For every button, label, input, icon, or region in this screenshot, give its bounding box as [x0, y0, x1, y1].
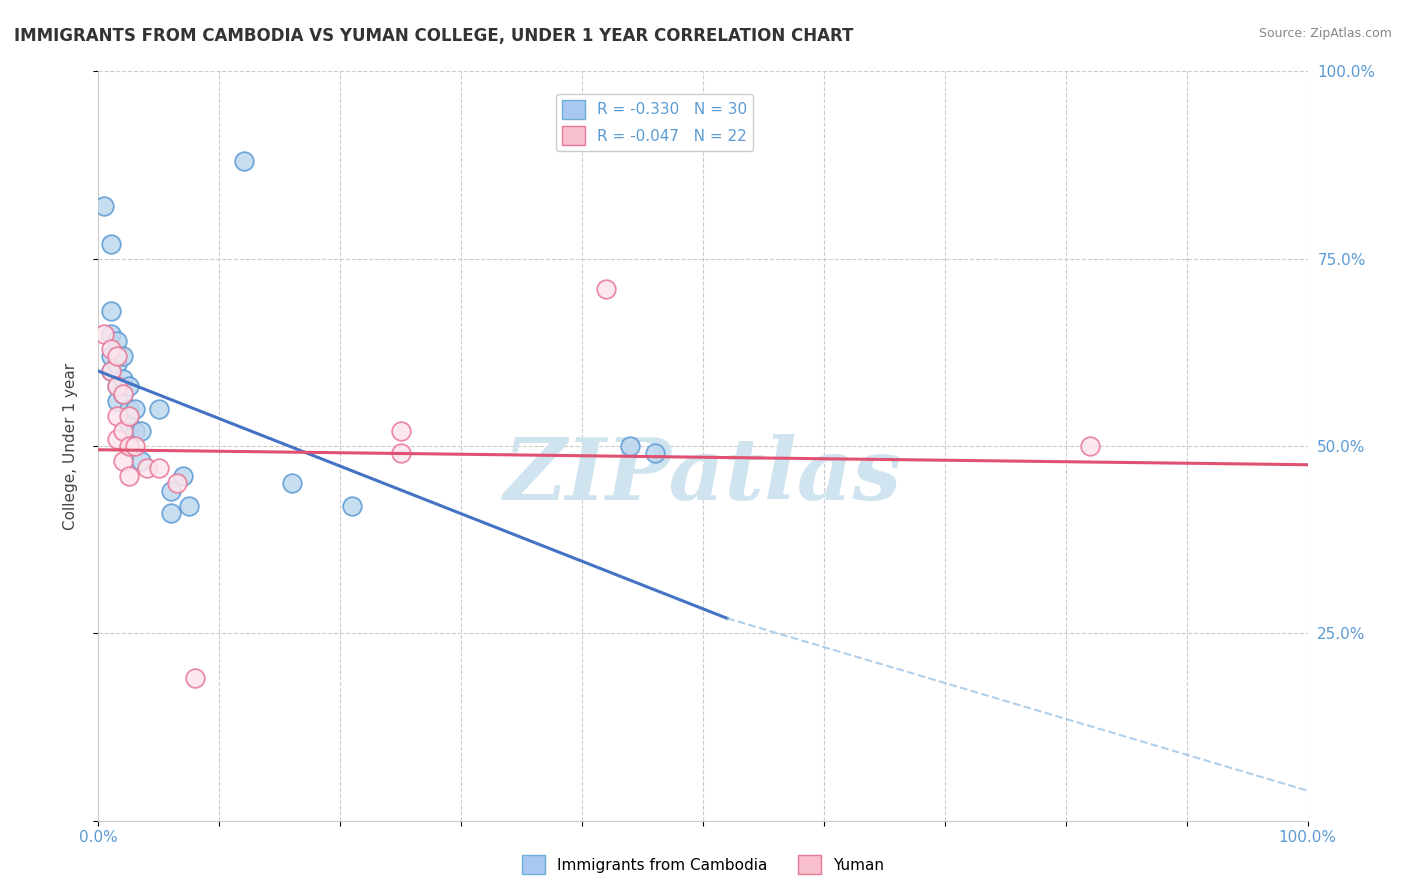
Point	[105, 334, 128, 348]
Point	[100, 326, 122, 341]
Point	[100, 349, 122, 363]
Point	[100, 342, 122, 356]
Point	[124, 401, 146, 416]
Point	[105, 379, 128, 393]
Point	[124, 424, 146, 438]
Point	[100, 304, 122, 318]
Point	[160, 483, 183, 498]
Point	[124, 439, 146, 453]
Point	[160, 507, 183, 521]
Point	[148, 461, 170, 475]
Point	[111, 349, 134, 363]
Point	[1078, 439, 1101, 453]
Legend: R = -0.330   N = 30, R = -0.047   N = 22: R = -0.330 N = 30, R = -0.047 N = 22	[555, 94, 754, 151]
Point	[118, 469, 141, 483]
Point	[118, 417, 141, 431]
Point	[129, 424, 152, 438]
Point	[111, 386, 134, 401]
Point	[105, 432, 128, 446]
Point	[342, 499, 364, 513]
Point	[93, 199, 115, 213]
Point	[118, 409, 141, 423]
Point	[105, 409, 128, 423]
Point	[93, 326, 115, 341]
Point	[111, 424, 134, 438]
Text: Source: ZipAtlas.com: Source: ZipAtlas.com	[1258, 27, 1392, 40]
Text: IMMIGRANTS FROM CAMBODIA VS YUMAN COLLEGE, UNDER 1 YEAR CORRELATION CHART: IMMIGRANTS FROM CAMBODIA VS YUMAN COLLEG…	[14, 27, 853, 45]
Point	[100, 236, 122, 251]
Point	[232, 154, 254, 169]
Point	[281, 476, 304, 491]
Point	[118, 401, 141, 416]
Point	[389, 424, 412, 438]
Point	[179, 499, 201, 513]
Point	[166, 476, 188, 491]
Point	[172, 469, 194, 483]
Point	[105, 379, 128, 393]
Point	[389, 446, 412, 460]
Point	[184, 671, 207, 685]
Point	[105, 357, 128, 371]
Point	[105, 349, 128, 363]
Point	[111, 371, 134, 385]
Point	[111, 386, 134, 401]
Point	[619, 439, 641, 453]
Point	[148, 401, 170, 416]
Point	[100, 364, 122, 378]
Point	[118, 439, 141, 453]
Point	[100, 364, 122, 378]
Point	[129, 454, 152, 468]
Point	[595, 282, 617, 296]
Point	[644, 446, 666, 460]
Point	[118, 379, 141, 393]
Text: ZIPatlas: ZIPatlas	[503, 434, 903, 517]
Point	[135, 461, 157, 475]
Point	[105, 394, 128, 409]
Point	[111, 454, 134, 468]
Y-axis label: College, Under 1 year: College, Under 1 year	[63, 362, 77, 530]
Legend: Immigrants from Cambodia, Yuman: Immigrants from Cambodia, Yuman	[516, 849, 890, 880]
